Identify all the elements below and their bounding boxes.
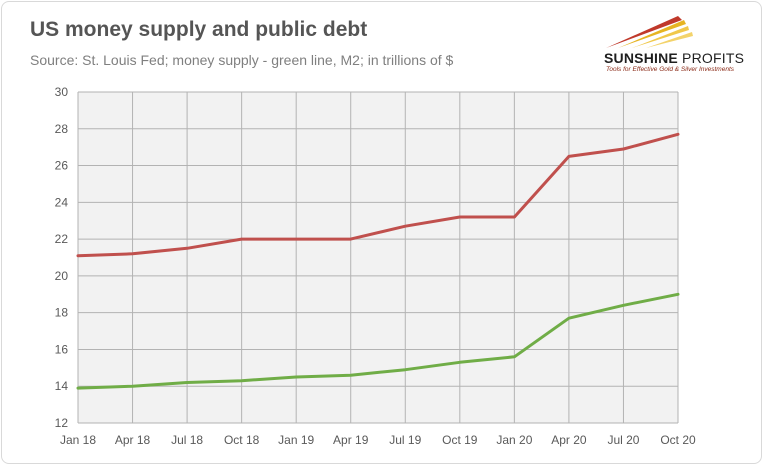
y-tick-label: 12 [55, 416, 69, 430]
y-tick-label: 16 [55, 342, 69, 356]
y-tick-label: 20 [55, 269, 69, 283]
x-tick-label: Apr 19 [333, 433, 369, 447]
y-tick-label: 28 [55, 122, 69, 136]
logo-name-bold: SUNSHINE [604, 50, 678, 66]
sunshine-profits-logo-icon [606, 16, 693, 48]
x-tick-label: Oct 18 [224, 433, 260, 447]
x-axis-tick-labels: Jan 18 Apr 18 Jul 18 Oct 18 Jan 19 Apr 19 Jul … [60, 433, 696, 447]
chart-subtitle: Source: St. Louis Fed; money supply - gr… [30, 52, 454, 68]
x-tick-label: Jan 19 [278, 433, 314, 447]
x-tick-label: Jan 20 [496, 433, 532, 447]
series-line-public-debt [76, 132, 680, 258]
y-tick-label: 22 [55, 232, 69, 246]
x-tick-label: Jul 20 [607, 433, 639, 447]
y-axis-tick-labels: 12 14 16 18 20 22 24 26 28 30 [55, 85, 69, 430]
x-tick-label: Jan 18 [60, 433, 96, 447]
y-tick-label: 26 [55, 159, 69, 173]
y-tick-label: 14 [55, 379, 69, 393]
y-tick-label: 24 [55, 195, 69, 209]
plot-area [78, 92, 678, 423]
x-tick-label: Oct 19 [442, 433, 478, 447]
logo-tagline: Tools for Effective Gold & Silver Invest… [606, 66, 735, 73]
x-tick-label: Apr 20 [551, 433, 587, 447]
series-line-money-supply [76, 292, 680, 390]
series-lines [76, 132, 680, 390]
y-tick-label: 30 [55, 85, 69, 99]
x-tick-label: Apr 18 [115, 433, 151, 447]
chart-title: US money supply and public debt [30, 18, 368, 41]
sunshine-profits-logo: SUNSHINE PROFITS Tools for Effective Gol… [598, 14, 748, 76]
x-tick-label: Jul 18 [171, 433, 203, 447]
logo-name: SUNSHINE PROFITS [604, 50, 744, 66]
x-tick-label: Oct 20 [660, 433, 696, 447]
logo-name-light: PROFITS [677, 50, 745, 66]
grid-lines [77, 91, 679, 424]
y-tick-label: 18 [55, 306, 69, 320]
x-tick-label: Jul 19 [389, 433, 421, 447]
